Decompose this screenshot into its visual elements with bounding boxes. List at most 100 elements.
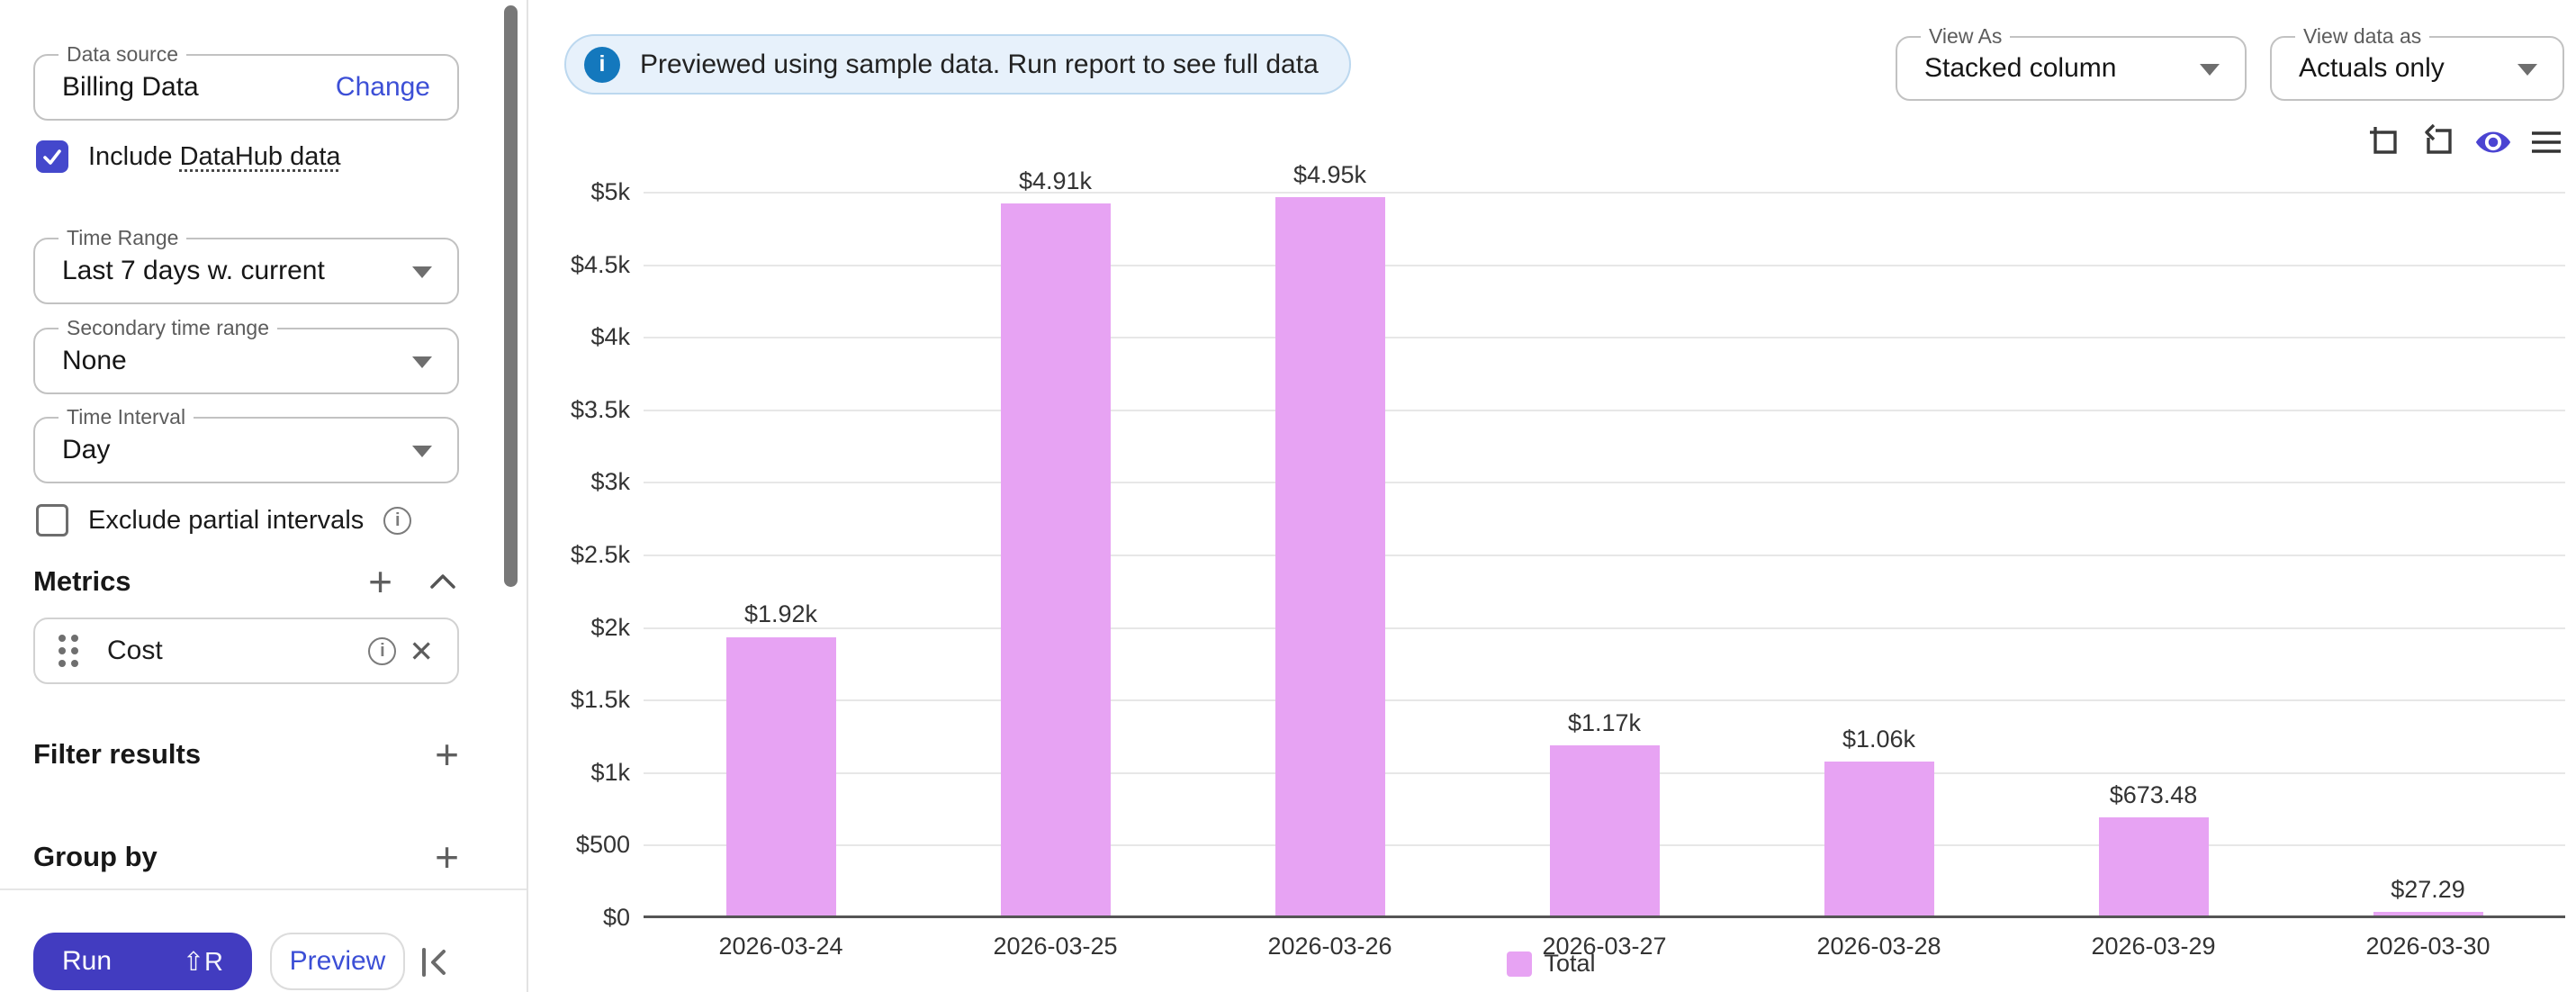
gridline xyxy=(644,192,2565,194)
bar-value-label: $673.48 xyxy=(2109,781,2198,809)
group-by-header: Group by + xyxy=(33,834,459,880)
view-data-as-label: View data as xyxy=(2295,24,2430,49)
drag-handle-icon[interactable] xyxy=(59,635,78,667)
eye-icon xyxy=(2475,131,2511,153)
view-data-as-value: Actuals only xyxy=(2299,53,2445,83)
y-axis-tick-label: $3.5k xyxy=(570,395,630,423)
chevron-down-icon xyxy=(412,266,432,278)
add-group-by-button[interactable]: + xyxy=(435,834,459,880)
metric-item-cost[interactable]: Cost i ✕ xyxy=(33,618,459,684)
include-datahub-row[interactable]: Include DataHub data xyxy=(36,140,341,173)
change-link[interactable]: Change xyxy=(335,72,430,102)
data-source-value: Billing Data xyxy=(62,72,199,102)
x-axis-label: 2026-03-24 xyxy=(718,933,843,960)
stacked-column-chart: $5k $4.5k $4k $3.5k $3k $2.5k $2k $1.5k $1k $500 $… xyxy=(527,161,2576,992)
sidebar-scrollbar[interactable] xyxy=(504,5,518,587)
x-axis-label: 2026-03-26 xyxy=(1267,933,1392,960)
square-plus-button[interactable] xyxy=(2367,122,2407,162)
datahub-data-link[interactable]: DataHub data xyxy=(179,141,341,171)
metric-info-icon[interactable]: i xyxy=(368,636,397,665)
gridline xyxy=(644,337,2565,339)
bar-2026-03-26[interactable] xyxy=(1274,197,1385,915)
view-data-as-select[interactable]: View data as Actuals only xyxy=(2270,24,2564,101)
menu-icon xyxy=(2532,131,2561,153)
time-range-select[interactable]: Time Range Last 7 days w. current xyxy=(33,226,459,304)
data-source-field[interactable]: Data source Billing Data Change xyxy=(33,42,459,121)
exclude-partial-label: Exclude partial intervals xyxy=(88,505,365,535)
sidebar: Data source Billing Data Change Include … xyxy=(0,0,527,992)
bar-value-label: $27.29 xyxy=(2391,875,2465,903)
bar-value-label: $4.95k xyxy=(1293,161,1367,189)
x-axis-label: 2026-03-25 xyxy=(993,933,1118,960)
chart-menu-button[interactable] xyxy=(2526,122,2566,162)
footer-divider xyxy=(0,888,527,890)
y-axis-tick-label: $1k xyxy=(590,758,630,786)
time-interval-label: Time Interval xyxy=(59,405,194,429)
y-axis-tick-label: $5k xyxy=(590,178,630,205)
view-as-label: View As xyxy=(1921,24,2011,49)
include-datahub-checkbox[interactable] xyxy=(36,140,68,173)
remove-metric-button[interactable]: ✕ xyxy=(409,634,434,668)
y-axis-tick-label: $1.5k xyxy=(570,686,630,714)
x-axis-label: 2026-03-28 xyxy=(1816,933,1941,960)
bar-2026-03-30[interactable] xyxy=(2373,911,2483,915)
bar-value-label: $1.17k xyxy=(1567,709,1642,737)
info-icon[interactable]: i xyxy=(383,506,412,535)
bar-2026-03-27[interactable] xyxy=(1549,745,1660,915)
time-range-label: Time Range xyxy=(59,226,187,250)
gridline xyxy=(644,627,2565,629)
x-axis-label: 2026-03-29 xyxy=(2091,933,2216,960)
metric-name: Cost xyxy=(107,636,163,665)
gridline xyxy=(644,555,2565,556)
bar-value-label: $4.91k xyxy=(1018,167,1093,194)
data-source-label: Data source xyxy=(59,42,187,67)
secondary-time-range-select[interactable]: Secondary time range None xyxy=(33,316,459,394)
secondary-time-range-label: Secondary time range xyxy=(59,316,278,340)
bar-2026-03-29[interactable] xyxy=(2098,817,2209,915)
bar-value-label: $1.92k xyxy=(743,600,818,628)
x-axis-label: 2026-03-27 xyxy=(1542,933,1667,960)
filter-results-title: Filter results xyxy=(33,738,202,770)
collapse-panel-icon xyxy=(422,948,446,977)
bar-2026-03-24[interactable] xyxy=(725,636,836,915)
bar-2026-03-25[interactable] xyxy=(1000,203,1111,915)
exclude-partial-row[interactable]: Exclude partial intervals i xyxy=(36,504,412,537)
y-axis-tick-label: $2k xyxy=(590,613,630,641)
add-filter-button[interactable]: + xyxy=(435,731,459,778)
time-interval-select[interactable]: Time Interval Day xyxy=(33,405,459,483)
y-axis-tick-label: $3k xyxy=(590,468,630,496)
gridline xyxy=(644,264,2565,266)
gridline xyxy=(644,699,2565,702)
chevron-down-icon xyxy=(2517,64,2537,76)
metrics-title: Metrics xyxy=(33,565,131,597)
y-axis-tick-label: $500 xyxy=(575,831,630,859)
bar-2026-03-28[interactable] xyxy=(1824,762,1934,915)
gridline xyxy=(644,409,2565,411)
include-datahub-label: Include DataHub data xyxy=(88,141,341,171)
add-metric-button[interactable]: + xyxy=(368,558,392,605)
visibility-toggle-button[interactable] xyxy=(2473,122,2513,162)
preview-button[interactable]: Preview xyxy=(270,933,405,990)
chevron-up-icon[interactable] xyxy=(427,571,459,592)
time-range-value: Last 7 days w. current xyxy=(62,256,325,285)
legend-swatch xyxy=(1507,951,1533,977)
collapse-panel-button[interactable] xyxy=(412,940,457,985)
legend-label: Total xyxy=(1544,950,1596,977)
view-as-select[interactable]: View As Stacked column xyxy=(1896,24,2247,101)
exclude-partial-checkbox[interactable] xyxy=(36,504,68,537)
chart-legend[interactable]: Total xyxy=(527,950,2576,978)
y-axis-tick-label: $0 xyxy=(602,904,630,931)
time-interval-value: Day xyxy=(62,435,111,464)
run-shortcut: ⇧R xyxy=(182,947,223,977)
square-reset-arrow-icon xyxy=(2425,123,2452,154)
banner-text: Previewed using sample data. Run report … xyxy=(640,49,1319,79)
reset-zoom-button[interactable] xyxy=(2420,122,2460,162)
panel-divider xyxy=(527,0,528,992)
run-button[interactable]: Run ⇧R xyxy=(33,933,252,990)
run-label: Run xyxy=(62,946,113,976)
square-plus-icon xyxy=(2370,127,2397,154)
info-icon: i xyxy=(584,46,620,83)
view-as-value: Stacked column xyxy=(1924,53,2117,83)
x-axis-label: 2026-03-30 xyxy=(2365,933,2490,960)
chart-toolbar xyxy=(2367,122,2566,162)
